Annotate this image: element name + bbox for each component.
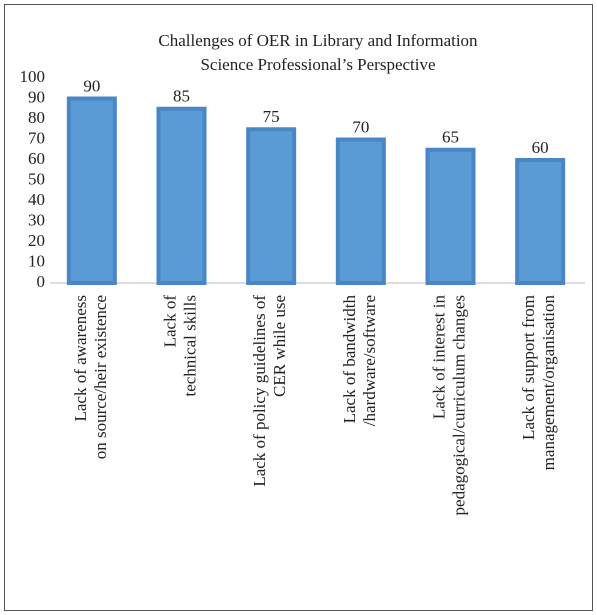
y-tick-label: 80 (28, 108, 45, 127)
y-tick-label: 40 (28, 190, 45, 209)
x-tick-label-line: Lack of awareness (71, 295, 90, 422)
x-tick-label-line: /hardware/software (360, 295, 379, 426)
y-tick-label: 70 (28, 128, 45, 147)
bar (515, 158, 566, 285)
x-tick-label: Lack of interest inpedagogical/curriculu… (429, 295, 468, 516)
x-tick-label-line: Lack of interest in (429, 295, 448, 420)
data-label: 85 (173, 87, 190, 106)
data-label: 60 (532, 138, 549, 157)
x-tick-label-line: CER while use (270, 295, 289, 397)
bar (246, 127, 297, 285)
bar (425, 147, 476, 285)
x-tick-label-line: Lack of bandwidth (340, 295, 359, 424)
x-tick-label: Lack of awarenesson source/heir existenc… (71, 295, 110, 459)
data-label: 65 (442, 128, 459, 147)
x-tick-label: Lack of support frommanagement/organisat… (519, 295, 558, 471)
bar (66, 96, 117, 285)
y-tick-label: 10 (28, 251, 45, 270)
x-tick-label-line: Lack of (160, 295, 179, 348)
x-tick-label-line: Lack of policy guidelines of (250, 295, 269, 487)
x-tick-label-line: Lack of support from (519, 295, 538, 440)
bar (335, 137, 386, 285)
data-label: 75 (263, 107, 280, 126)
bar (156, 106, 207, 285)
x-tick-label: Lack oftechnical skills (160, 295, 199, 397)
y-tick-label: 50 (28, 169, 45, 188)
chart-title: Challenges of OER in Library and Informa… (158, 31, 478, 50)
y-tick-label: 0 (37, 272, 46, 291)
y-tick-label: 90 (28, 87, 45, 106)
x-tick-label-line: on source/heir existence (91, 295, 110, 459)
x-tick-label-line: technical skills (180, 295, 199, 397)
chart-title: Science Professional’s Perspective (200, 55, 435, 74)
x-tick-label: Lack of policy guidelines ofCER while us… (250, 295, 289, 487)
data-label: 90 (83, 76, 100, 95)
x-tick-label: Lack of bandwidth/hardware/software (340, 295, 379, 427)
data-label: 70 (352, 117, 369, 136)
x-tick-label-line: pedagogical/curriculum changes (449, 295, 468, 515)
y-tick-label: 100 (20, 67, 46, 86)
y-tick-label: 30 (28, 210, 45, 229)
x-tick-label-line: management/organisation (539, 295, 558, 471)
y-tick-label: 20 (28, 231, 45, 250)
y-tick-label: 60 (28, 149, 45, 168)
